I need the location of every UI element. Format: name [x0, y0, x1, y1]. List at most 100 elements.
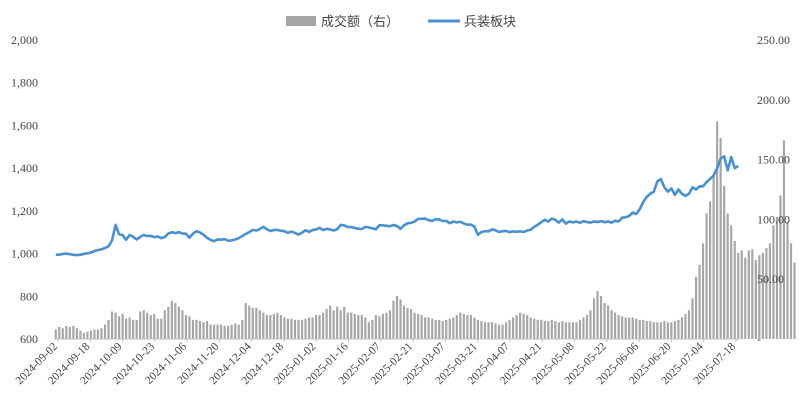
right-axis-tick-label: - — [757, 332, 761, 346]
volume-bar — [251, 307, 254, 339]
volume-bar — [476, 319, 479, 339]
volume-bar — [163, 310, 166, 339]
volume-bar — [705, 213, 708, 339]
volume-bar — [93, 329, 96, 339]
volume-bar — [135, 319, 138, 339]
volume-bar — [751, 249, 754, 339]
volume-bar — [117, 316, 121, 339]
volume-bar — [459, 312, 462, 339]
volume-bar — [709, 201, 712, 339]
volume-bar — [177, 306, 180, 339]
volume-bar — [96, 329, 100, 339]
volume-bar — [265, 315, 268, 339]
right-axis-tick-label: 50.00 — [757, 272, 784, 286]
volume-bar — [300, 319, 304, 339]
volume-bar — [244, 303, 247, 339]
volume-bar — [188, 316, 191, 339]
volume-bar — [406, 307, 409, 339]
volume-bar — [758, 255, 761, 339]
volume-bar — [719, 138, 722, 339]
volume-bar — [103, 324, 107, 339]
volume-bar — [473, 317, 476, 339]
volume-bar — [592, 298, 596, 339]
volume-bar — [234, 323, 237, 339]
volume-bar — [526, 315, 529, 339]
volume-bar — [371, 319, 374, 339]
volume-bar — [54, 329, 57, 339]
volume-bar — [279, 315, 282, 339]
volume-bar — [89, 330, 93, 339]
volume-bar — [272, 313, 275, 339]
volume-bar — [79, 330, 82, 339]
volume-bar — [547, 321, 550, 339]
volume-bar — [132, 319, 135, 339]
volume-bar — [554, 321, 557, 339]
volume-bar — [557, 322, 560, 339]
volume-bar — [631, 317, 634, 339]
volume-bar — [385, 312, 388, 339]
volume-bar — [624, 317, 627, 339]
volume-bar — [462, 313, 465, 339]
volume-bar — [212, 324, 216, 339]
volume-bar — [649, 321, 652, 339]
volume-bar — [237, 324, 240, 339]
volume-bar — [339, 310, 342, 339]
volume-bar — [61, 328, 64, 339]
volume-bar — [448, 318, 451, 339]
left-axis-tick-label: 600 — [20, 332, 38, 346]
volume-bar — [564, 322, 567, 339]
left-axis-tick-label: 1,800 — [11, 76, 38, 90]
volume-bar — [786, 221, 789, 339]
volume-bar — [550, 319, 553, 339]
volume-bar — [110, 311, 114, 339]
volume-bar — [223, 325, 226, 339]
volume-bar — [582, 317, 585, 339]
volume-bar — [216, 324, 219, 339]
volume-bar — [673, 321, 677, 339]
volume-bar — [170, 300, 173, 339]
left-axis-tick-label: 2,000 — [11, 33, 38, 47]
volume-bar — [360, 315, 363, 339]
volume-bar — [343, 306, 346, 339]
volume-bar — [754, 260, 757, 339]
volume-bar — [195, 319, 198, 339]
volume-bar — [427, 317, 430, 339]
volume-bar — [58, 327, 61, 339]
volume-bar — [469, 315, 472, 339]
volume-bar — [656, 322, 659, 339]
volume-bar — [568, 322, 571, 339]
volume-bar — [638, 319, 641, 339]
volume-bar — [733, 240, 736, 339]
legend-swatch-volume — [286, 16, 316, 26]
volume-bar — [779, 195, 782, 339]
volume-bar — [610, 310, 613, 339]
volume-bar — [160, 318, 163, 339]
volume-bar — [350, 312, 353, 339]
volume-bar — [174, 303, 177, 339]
volume-bar — [589, 310, 592, 339]
volume-bar — [290, 318, 293, 339]
volume-bar — [357, 315, 360, 339]
volume-bar — [730, 225, 733, 339]
legend-label-volume: 成交额（右） — [321, 14, 399, 29]
volume-bar — [142, 310, 145, 339]
volume-bar — [761, 252, 764, 339]
volume-bar — [716, 121, 719, 339]
right-axis-tick-label: 100.00 — [757, 212, 790, 226]
volume-bar — [701, 243, 705, 339]
volume-bar — [635, 318, 638, 339]
volume-bar — [353, 313, 356, 339]
volume-bar — [670, 322, 673, 339]
plot-area — [54, 121, 796, 339]
volume-bar — [346, 312, 349, 339]
volume-bar — [452, 317, 455, 339]
left-axis-tick-label: 1,400 — [11, 161, 38, 175]
volume-bar — [666, 322, 669, 339]
volume-bar — [230, 324, 233, 339]
volume-bar — [480, 321, 483, 339]
volume-bar — [642, 319, 645, 339]
volume-bar — [325, 309, 328, 339]
volume-bar — [381, 313, 385, 339]
